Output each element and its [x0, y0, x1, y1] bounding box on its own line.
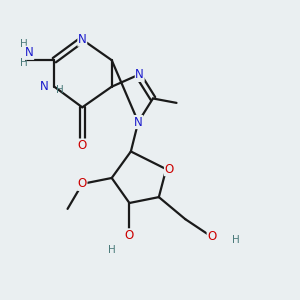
Text: N: N: [40, 80, 48, 93]
Text: O: O: [207, 230, 217, 243]
Text: N: N: [135, 68, 144, 81]
Text: O: O: [164, 163, 174, 176]
Text: N: N: [134, 116, 142, 128]
Text: O: O: [125, 229, 134, 242]
Text: N: N: [78, 33, 87, 46]
Text: O: O: [78, 139, 87, 152]
Text: N: N: [25, 46, 34, 59]
Text: H: H: [20, 39, 27, 49]
Text: O: O: [78, 177, 87, 190]
Text: H: H: [20, 58, 27, 68]
Text: H: H: [232, 235, 239, 245]
Text: H: H: [108, 245, 116, 255]
Text: H: H: [56, 85, 64, 94]
